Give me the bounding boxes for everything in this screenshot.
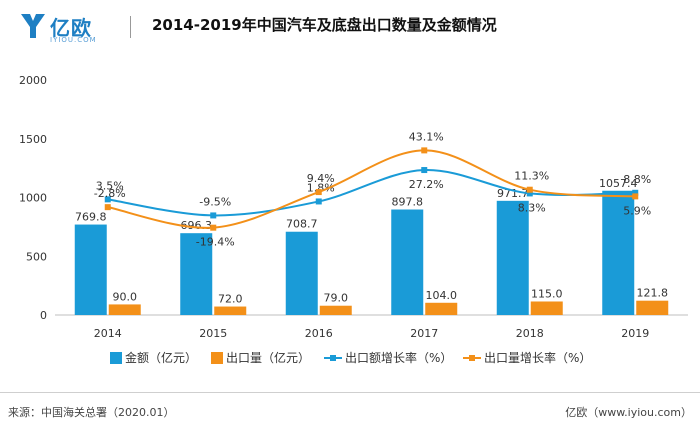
bar-data-label: 696.3 xyxy=(181,219,213,232)
line-data-label: 1.8% xyxy=(307,181,335,194)
logo-subtext: IYIOU.COM xyxy=(50,36,97,44)
line-point xyxy=(526,190,533,197)
legend-marker xyxy=(469,355,475,361)
bar xyxy=(74,224,107,315)
line-data-label: 3.5% xyxy=(96,179,124,192)
bar-data-label: 115.0 xyxy=(531,287,563,300)
source-note: 来源：中国海关总署（2020.01） xyxy=(8,406,175,419)
bar xyxy=(425,302,458,315)
bar-data-label: 104.0 xyxy=(426,289,458,302)
x-tick-label: 2017 xyxy=(410,327,438,340)
bar xyxy=(496,200,529,315)
bar xyxy=(180,233,213,315)
bar-data-label: 1057.4 xyxy=(599,177,638,190)
line-point xyxy=(315,198,322,205)
x-tick-label: 2014 xyxy=(94,327,122,340)
legend-label: 出口量增长率（%） xyxy=(484,350,591,365)
x-tick-label: 2018 xyxy=(516,327,544,340)
bar xyxy=(108,304,141,315)
bar xyxy=(214,306,247,315)
legend-label: 出口额增长率（%） xyxy=(345,350,452,365)
bar xyxy=(391,209,424,315)
credit-note: 亿欧（www.iyiou.com） xyxy=(565,406,692,419)
chart-area: 0 500 1000 1500 2000 769.8 696.3 708.7 897.8 971.… xyxy=(0,52,700,384)
y-tick-label: 500 xyxy=(26,250,47,263)
line-data-label: -19.4% xyxy=(196,236,235,249)
logo: 亿欧 IYIOU.COM xyxy=(18,8,138,48)
bar xyxy=(636,300,669,315)
footer-divider xyxy=(0,392,700,393)
header: 亿欧 IYIOU.COM 2014-2019年中国汽车及底盘出口数量及金额情况 xyxy=(0,0,700,52)
line-point xyxy=(210,224,217,231)
line-data-label: -9.5% xyxy=(199,195,231,208)
bar xyxy=(530,301,563,315)
footer: 来源：中国海关总署（2020.01） 亿欧（www.iyiou.com） xyxy=(0,392,700,430)
line-data-label: 8.8% xyxy=(623,173,651,186)
line-point xyxy=(210,212,217,219)
bar xyxy=(319,305,352,315)
bar-data-label: 708.7 xyxy=(286,218,318,231)
line-point xyxy=(421,167,428,174)
y-tick-label: 1000 xyxy=(19,192,47,205)
y-tick-label: 0 xyxy=(40,309,47,322)
x-tick-label: 2016 xyxy=(305,327,333,340)
line-point xyxy=(104,196,111,203)
series-line xyxy=(107,169,636,217)
line-data-label: -2.8% xyxy=(94,187,126,200)
legend-swatch xyxy=(211,352,223,364)
bar-data-label: 79.0 xyxy=(324,292,349,305)
y-tick-label: 1500 xyxy=(19,133,47,146)
chart-title: 2014-2019年中国汽车及底盘出口数量及金额情况 xyxy=(152,16,497,34)
bar-data-label: 769.8 xyxy=(75,211,107,224)
combo-chart: 0 500 1000 1500 2000 769.8 696.3 708.7 897.8 971.… xyxy=(19,74,688,365)
bar xyxy=(285,231,318,315)
legend-label: 金额（亿元） xyxy=(125,350,197,365)
line-data-label: 5.9% xyxy=(623,204,651,217)
logo-text: 亿欧 xyxy=(50,16,92,40)
line-data-label: 27.2% xyxy=(409,178,444,191)
line-point xyxy=(526,186,533,193)
y-tick-label: 2000 xyxy=(19,74,47,87)
series-line xyxy=(107,149,636,229)
line-data-label: 9.4% xyxy=(307,172,335,185)
bar-data-label: 72.0 xyxy=(218,293,243,306)
line-point xyxy=(104,204,111,211)
line-data-label: 8.3% xyxy=(518,201,546,214)
legend-marker xyxy=(330,355,336,361)
line-point xyxy=(421,147,428,154)
bar-data-label: 121.8 xyxy=(637,287,669,300)
x-tick-label: 2015 xyxy=(199,327,227,340)
legend-label: 出口量（亿元） xyxy=(226,350,310,365)
bar xyxy=(602,190,635,315)
line-data-label: 43.1% xyxy=(409,130,444,143)
header-divider xyxy=(130,16,131,38)
legend-swatch xyxy=(110,352,122,364)
line-point xyxy=(632,193,639,200)
line-point xyxy=(632,189,639,196)
bar-data-label: 90.0 xyxy=(113,290,138,303)
x-tick-label: 2019 xyxy=(621,327,649,340)
line-data-label: 11.3% xyxy=(514,170,549,183)
bar-data-label: 971.7 xyxy=(497,187,529,200)
bar-data-label: 897.8 xyxy=(392,196,424,209)
logo-icon xyxy=(21,14,45,38)
line-point xyxy=(315,189,322,196)
